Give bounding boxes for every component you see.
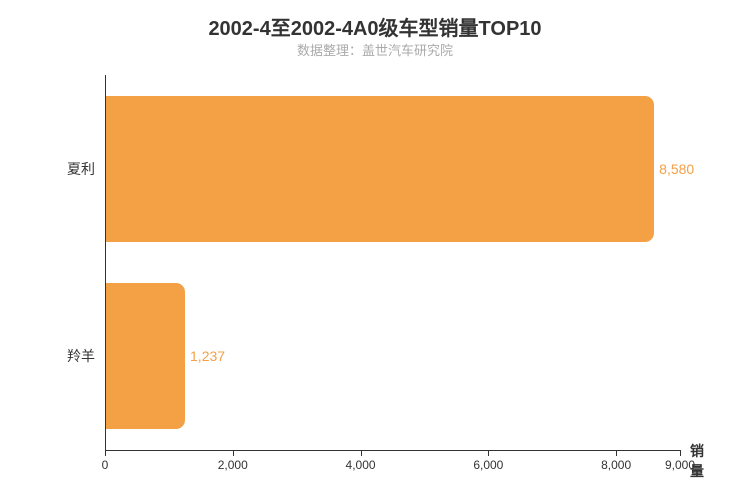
bar-value-label: 8,580 xyxy=(659,161,694,177)
x-tick-label: 0 xyxy=(102,458,109,472)
bar-value-label: 1,237 xyxy=(190,348,225,364)
x-tick-mark xyxy=(361,450,362,456)
chart-subtitle: 数据整理：盖世汽车研究院 xyxy=(0,40,750,59)
x-tick-mark xyxy=(680,450,681,456)
bar xyxy=(106,96,654,242)
x-tick-mark xyxy=(233,450,234,456)
chart-title: 2002-4至2002-4A0级车型销量TOP10 xyxy=(0,12,750,41)
x-tick-label: 6,000 xyxy=(473,458,503,472)
bar xyxy=(106,283,185,429)
x-tick-mark xyxy=(616,450,617,456)
x-tick-label: 8,000 xyxy=(601,458,631,472)
chart-container: 2002-4至2002-4A0级车型销量TOP10 数据整理：盖世汽车研究院 0… xyxy=(0,0,750,500)
plot-area: 02,0004,0006,0008,0009,000销量夏利8,580羚羊1,2… xyxy=(105,75,680,450)
x-tick-mark xyxy=(488,450,489,456)
x-axis-title: 销量 xyxy=(690,441,704,481)
y-category-label: 夏利 xyxy=(30,159,95,179)
x-tick-label: 2,000 xyxy=(218,458,248,472)
x-tick-label: 4,000 xyxy=(346,458,376,472)
y-category-label: 羚羊 xyxy=(30,346,95,366)
x-axis-line xyxy=(105,450,680,451)
x-tick-mark xyxy=(105,450,106,456)
